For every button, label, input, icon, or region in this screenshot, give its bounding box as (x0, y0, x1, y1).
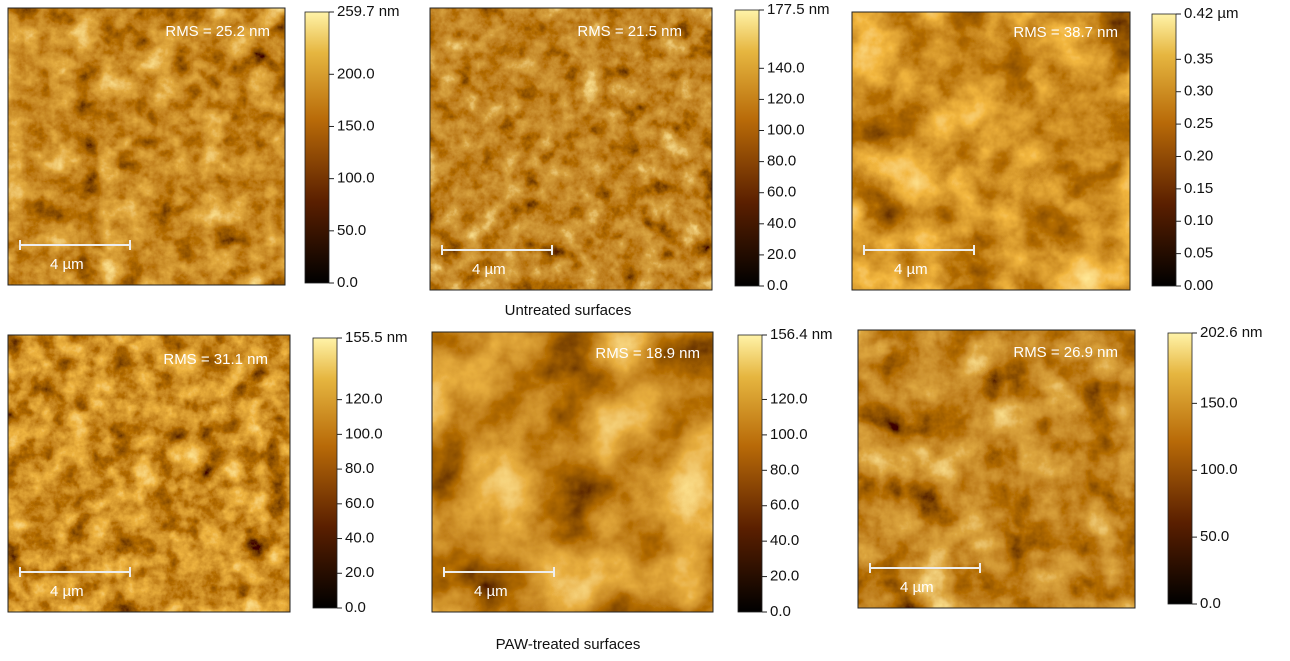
colorbar-tick-label: 60.0 (770, 497, 799, 514)
colorbar (312, 337, 338, 609)
colorbar (1167, 332, 1193, 605)
colorbar-tick-label: 40.0 (767, 215, 796, 232)
colorbar-tick-label: 120.0 (770, 390, 808, 407)
colorbar (737, 334, 763, 613)
colorbar-tick-label: 0.30 (1184, 83, 1213, 100)
colorbar (734, 9, 760, 287)
rms-label: RMS = 25.2 nm (165, 23, 270, 40)
scale-bar-label: 4 µm (474, 583, 508, 600)
rms-label: RMS = 21.5 nm (577, 23, 682, 40)
colorbar-tick-label: 259.7 nm (337, 3, 400, 20)
colorbar-tick-label: 50.0 (337, 222, 366, 239)
image-border (851, 11, 1131, 291)
colorbar-tick-label: 100.0 (767, 121, 805, 138)
colorbar (304, 11, 330, 284)
colorbar-tick-label: 80.0 (767, 153, 796, 170)
rms-label: RMS = 38.7 nm (1013, 24, 1118, 41)
colorbar-tick-label: 0.0 (767, 277, 788, 294)
colorbar-tick-label: 60.0 (767, 184, 796, 201)
afm-image (430, 8, 712, 290)
scale-bar-label: 4 µm (50, 256, 84, 273)
colorbar-tick-label: 0.15 (1184, 180, 1213, 197)
colorbar-tick-label: 0.0 (345, 599, 366, 616)
colorbar-tick-label: 100.0 (337, 170, 375, 187)
colorbar-tick-label: 20.0 (345, 564, 374, 581)
colorbar-tick-label: 60.0 (345, 495, 374, 512)
afm-image (852, 12, 1130, 290)
colorbar-tick-label: 0.42 µm (1184, 5, 1239, 22)
image-border (431, 331, 714, 613)
image-border (429, 7, 713, 291)
image-border (7, 7, 286, 286)
colorbar-tick-label: 40.0 (770, 532, 799, 549)
caption: Untreated surfaces (505, 302, 632, 319)
colorbar-tick-label: 200.0 (337, 65, 375, 82)
colorbar-tick-label: 80.0 (770, 461, 799, 478)
scale-bar-label: 4 µm (900, 579, 934, 596)
colorbar-tick-label: 20.0 (770, 568, 799, 585)
caption: PAW-treated surfaces (496, 636, 641, 653)
colorbar-tick-label: 40.0 (345, 530, 374, 547)
afm-image (858, 330, 1135, 608)
colorbar-tick-label: 0.0 (337, 274, 358, 291)
colorbar-tick-label: 20.0 (767, 246, 796, 263)
colorbar-tick-label: 0.35 (1184, 50, 1213, 67)
scale-bar-label: 4 µm (472, 261, 506, 278)
image-border (7, 334, 291, 613)
colorbar-tick-label: 100.0 (345, 425, 383, 442)
colorbar (1151, 13, 1177, 287)
colorbar-tick-label: 202.6 nm (1200, 324, 1263, 341)
colorbar-tick-label: 0.20 (1184, 147, 1213, 164)
colorbar-tick-label: 150.0 (1200, 394, 1238, 411)
rms-label: RMS = 31.1 nm (163, 351, 268, 368)
colorbar-tick-label: 156.4 nm (770, 326, 833, 343)
colorbar-tick-label: 155.5 nm (345, 329, 408, 346)
colorbar-tick-label: 100.0 (770, 426, 808, 443)
scale-bar-label: 4 µm (894, 261, 928, 278)
afm-image (432, 332, 713, 612)
colorbar-tick-label: 0.25 (1184, 115, 1213, 132)
colorbar-tick-label: 120.0 (345, 391, 383, 408)
image-border (857, 329, 1136, 609)
scale-bar-label: 4 µm (50, 583, 84, 600)
colorbar-tick-label: 50.0 (1200, 528, 1229, 545)
colorbar-tick-label: 0.0 (770, 603, 791, 620)
colorbar-tick-label: 100.0 (1200, 461, 1238, 478)
colorbar-tick-label: 80.0 (345, 460, 374, 477)
rms-label: RMS = 26.9 nm (1013, 344, 1118, 361)
colorbar-tick-label: 120.0 (767, 90, 805, 107)
colorbar-tick-label: 0.00 (1184, 277, 1213, 294)
colorbar-tick-label: 0.10 (1184, 212, 1213, 229)
colorbar-tick-label: 0.05 (1184, 245, 1213, 262)
afm-image (8, 8, 285, 285)
rms-label: RMS = 18.9 nm (595, 345, 700, 362)
colorbar-tick-label: 177.5 nm (767, 1, 830, 18)
colorbar-tick-label: 140.0 (767, 59, 805, 76)
colorbar-tick-label: 150.0 (337, 117, 375, 134)
afm-image (8, 335, 290, 612)
colorbar-tick-label: 0.0 (1200, 595, 1221, 612)
